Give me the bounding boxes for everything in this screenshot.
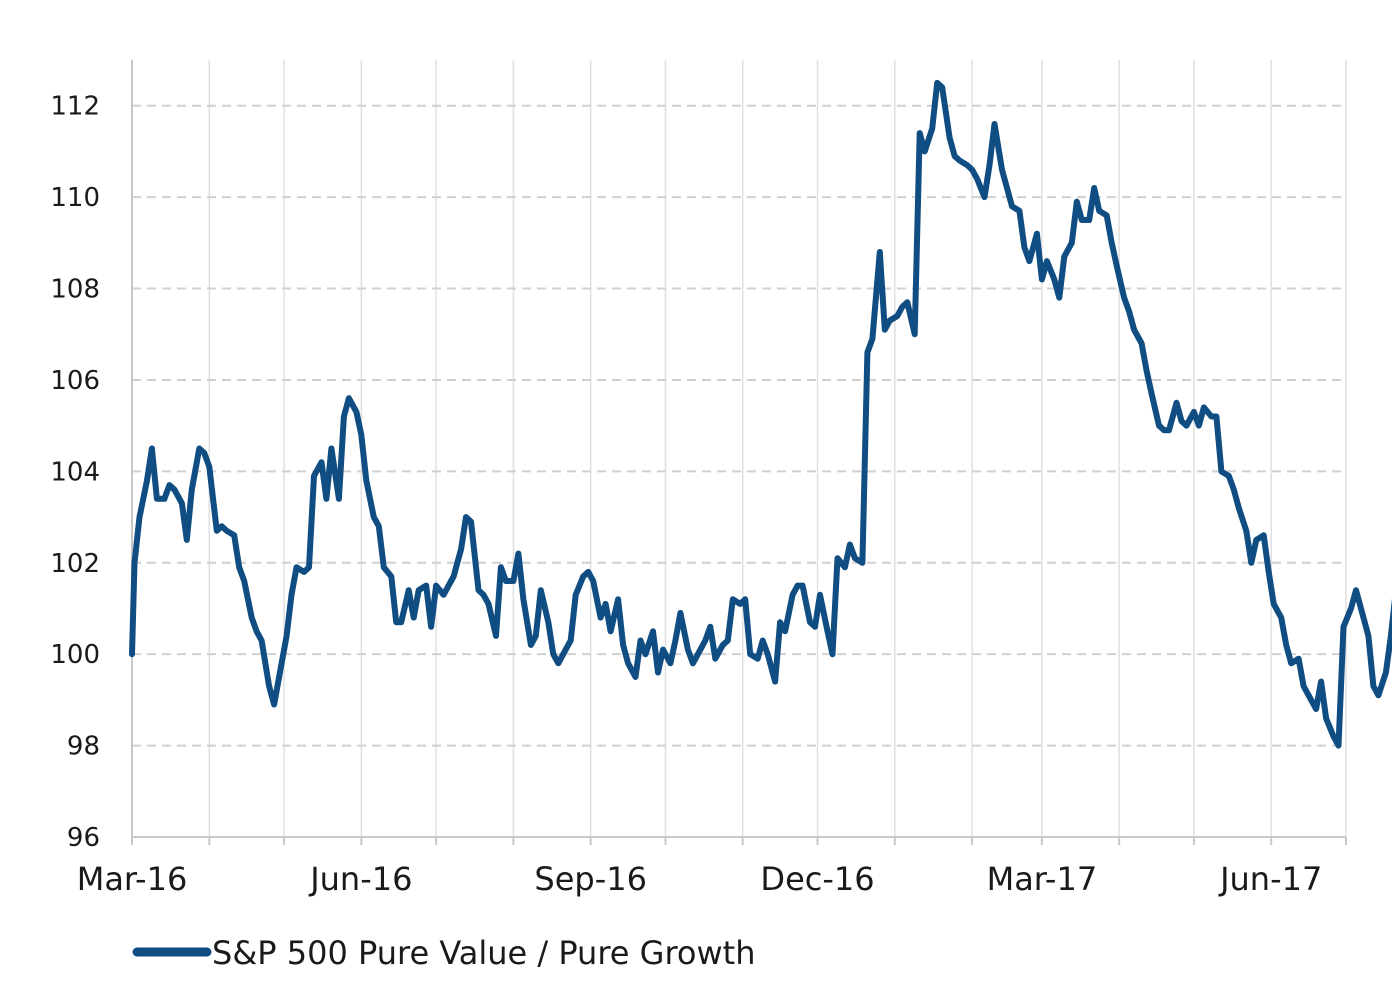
series-layer <box>129 79 1392 749</box>
x-tick-label: Mar-17 <box>987 860 1098 898</box>
x-tick-label: Jun-17 <box>1218 860 1322 898</box>
x-tick-labels: Mar-16 Jun-16 Sep-16 Dec-16 Mar-17 Jun-17 <box>77 860 1323 898</box>
horizontal-gridlines <box>132 104 1346 747</box>
y-tick-label: 110 <box>50 183 100 213</box>
vertical-gridlines <box>131 60 1347 837</box>
legend-label: S&P 500 Pure Value / Pure Growth <box>212 934 755 972</box>
y-tick-label: 106 <box>50 366 100 396</box>
y-tick-label: 108 <box>50 275 100 305</box>
x-tick-label: Mar-16 <box>77 860 188 898</box>
x-tick-label: Jun-16 <box>308 860 412 898</box>
y-tick-label: 104 <box>50 457 100 487</box>
legend: S&P 500 Pure Value / Pure Growth <box>132 934 755 972</box>
axes <box>131 60 1347 845</box>
series-line <box>129 79 1392 749</box>
y-tick-label: 100 <box>50 640 100 670</box>
y-tick-labels: 96 98 100 102 104 106 108 110 112 <box>50 92 100 853</box>
y-tick-label: 96 <box>67 823 100 853</box>
y-tick-label: 98 <box>67 732 100 762</box>
y-tick-label: 102 <box>50 549 100 579</box>
y-tick-label: 112 <box>50 92 100 122</box>
x-tick-label: Dec-16 <box>760 860 874 898</box>
x-tick-label: Sep-16 <box>534 860 647 898</box>
